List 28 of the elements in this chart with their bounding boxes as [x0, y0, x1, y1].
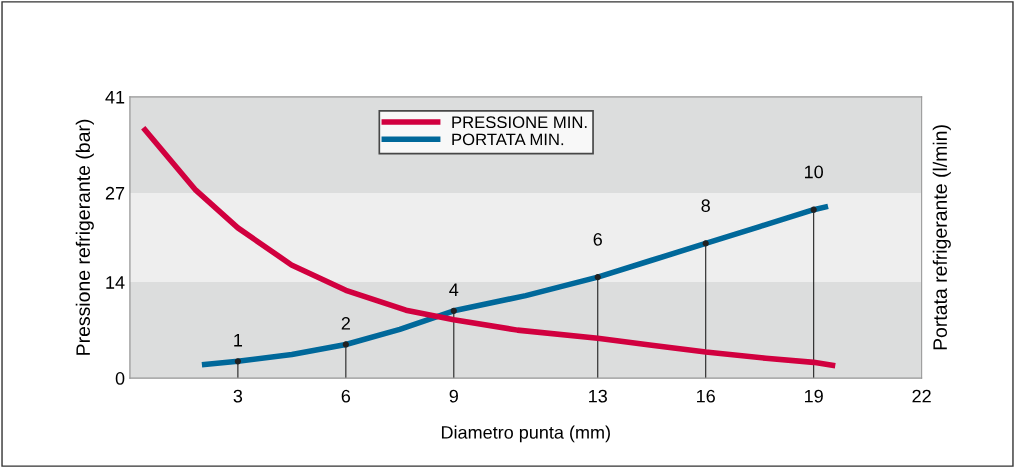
data-label: 1 — [234, 334, 243, 347]
y-axis-title: Pressione refrigerante (bar) — [75, 119, 94, 355]
y-tick-label: 14 — [106, 276, 125, 289]
data-label: 4 — [449, 283, 459, 296]
y-tick-label: 0 — [115, 372, 125, 385]
data-label: 10 — [805, 165, 823, 179]
legend-label: PORTATA MIN. — [452, 133, 564, 146]
point — [594, 273, 601, 281]
point — [234, 358, 242, 365]
data-label: 2 — [341, 316, 350, 330]
x-tick-label: 22 — [912, 389, 931, 403]
x-tick-label: 16 — [697, 389, 715, 403]
point — [810, 206, 817, 213]
point — [702, 240, 709, 247]
data-label: 8 — [701, 199, 710, 213]
point — [450, 307, 457, 314]
x-tick-label: 3 — [233, 389, 243, 403]
x-tick-label: 19 — [805, 389, 823, 403]
legend-label: PRESSIONE MIN. — [452, 116, 587, 129]
data-label: 6 — [593, 232, 602, 246]
y-tick-label: 41 — [105, 91, 125, 104]
x-tick-label: 9 — [449, 389, 458, 403]
x-tick-label: 6 — [341, 389, 351, 403]
y2-axis-title: Portata refrigerante (l/min) — [932, 125, 951, 350]
y-tick-label: 27 — [105, 186, 125, 200]
x-axis-title: Diametro punta (mm) — [441, 425, 610, 443]
x-tick-label: 13 — [589, 389, 607, 403]
point — [342, 341, 349, 348]
